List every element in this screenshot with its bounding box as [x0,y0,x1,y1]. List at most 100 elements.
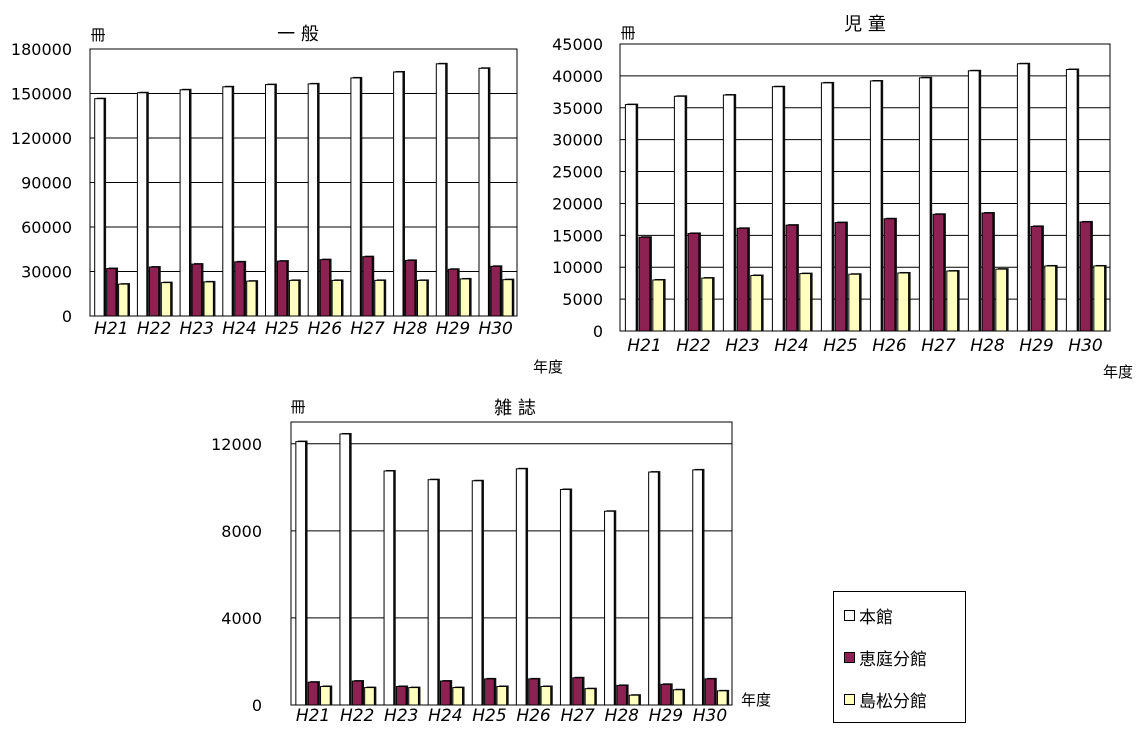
bar-本館-H28 [967,70,980,332]
x-tick-label: H24 [428,706,462,726]
bar-恵庭分館-H29 [1030,225,1043,332]
bar-本館-H25 [820,82,833,332]
bar-恵庭分館-H25 [834,222,847,332]
y-tick-label: 30000 [552,131,603,150]
y-tick-label: 90000 [21,174,72,193]
bar-本館-H27 [918,77,931,332]
bar-島松分館-H25 [848,273,861,332]
y-tick-label: 8000 [221,522,262,541]
x-tick-label: H26 [308,319,343,339]
bar-恵庭分館-H29 [660,683,672,706]
bar-恵庭分館-H26 [528,678,539,706]
bar-本館-H29 [648,471,659,706]
x-tick-label: H23 [725,336,759,356]
y-tick-label: 15000 [552,226,603,245]
x-tick-label: H27 [921,336,956,356]
x-tick-label: H22 [137,319,171,339]
bar-島松分館-H23 [203,281,214,317]
bar-島松分館-H25 [288,279,300,317]
x-tick-label: H29 [1019,336,1053,356]
x-tick-label: H28 [393,319,428,339]
bar-島松分館-H24 [452,687,464,706]
bar-本館-H26 [515,468,527,706]
x-tick-label: H30 [478,319,512,339]
bar-恵庭分館-H28 [616,684,628,706]
bar-恵庭分館-H27 [572,677,584,706]
bar-島松分館-H21 [118,283,129,317]
bar-恵庭分館-H23 [191,263,202,317]
legend-swatch-2 [844,693,855,705]
legend-item-1: 恵庭分館 [844,644,927,670]
bar-恵庭分館-H21 [307,681,319,706]
bar-恵庭分館-H21 [638,236,651,332]
bar-島松分館-H28 [417,279,428,317]
bar-本館-H21 [94,98,105,317]
bar-本館-H29 [1016,63,1029,332]
bar-本館-H26 [307,83,319,317]
legend-item-0: 本館 [844,602,893,628]
x-tick-label: H23 [180,319,214,339]
y-tick-label: 30000 [21,263,72,282]
bar-恵庭分館-H30 [704,678,716,706]
x-tick-label: H22 [676,336,710,356]
bar-島松分館-H30 [716,690,728,706]
x-tick-label: H21 [296,706,330,726]
legend-label-0: 本館 [859,607,893,628]
bar-島松分館-H22 [701,277,714,332]
bar-本館-H22 [339,433,351,706]
bar-本館-H22 [673,95,686,332]
bar-恵庭分館-H30 [1079,221,1092,332]
bar-本館-H23 [722,94,735,332]
x-tick-label: H21 [94,319,128,339]
legend-label-2: 島松分館 [859,691,927,712]
y-tick-label: 35000 [552,99,603,118]
bar-島松分館-H29 [672,689,684,706]
unit-label: 冊 [290,398,305,416]
x-axis-label: 年度 [1103,363,1133,381]
bar-本館-H26 [869,80,882,332]
bar-島松分館-H26 [897,272,910,332]
bar-恵庭分館-H22 [687,232,700,332]
y-tick-label: 25000 [552,163,603,182]
bar-島松分館-H30 [1093,265,1106,332]
bar-島松分館-H25 [496,685,508,706]
bar-島松分館-H22 [364,687,375,706]
bar-島松分館-H26 [540,685,552,706]
y-tick-label: 150000 [11,85,72,104]
bar-本館-H27 [559,488,571,706]
bar-島松分館-H26 [331,279,343,317]
bar-島松分館-H27 [374,279,385,317]
bar-島松分館-H23 [408,687,419,706]
bar-島松分館-H29 [459,278,471,317]
bar-島松分館-H30 [502,279,513,317]
bar-本館-H27 [350,77,361,317]
x-tick-label: H28 [605,706,640,726]
y-tick-label: 0 [593,322,603,341]
bar-島松分館-H27 [584,688,596,706]
chart-title: 雑 誌 [494,398,536,419]
x-tick-label: H30 [1068,336,1102,356]
plot-area [290,421,733,706]
bar-本館-H23 [179,89,190,317]
x-tick-label: H27 [560,706,595,726]
bar-恵庭分館-H28 [981,212,994,332]
bar-恵庭分館-H26 [319,259,331,317]
bar-恵庭分館-H30 [490,265,501,317]
y-tick-label: 40000 [552,67,603,86]
legend-item-2: 島松分館 [844,686,927,712]
bar-本館-H28 [604,510,615,706]
chart-2: 0 4000 8000 12000 H21 H22 H23 H24 H25 H26 H27 H28 H2… [211,398,771,726]
bar-恵庭分館-H25 [276,260,288,317]
y-tick-label: 10000 [552,258,603,277]
bar-本館-H29 [435,63,447,317]
bar-本館-H22 [136,92,148,317]
bar-本館-H24 [427,479,439,706]
bar-恵庭分館-H28 [405,259,416,317]
x-tick-label: H25 [472,706,506,726]
x-tick-label: H25 [823,336,857,356]
y-tick-label: 12000 [211,435,262,454]
bar-本館-H25 [264,84,276,317]
bar-恵庭分館-H24 [439,680,451,706]
